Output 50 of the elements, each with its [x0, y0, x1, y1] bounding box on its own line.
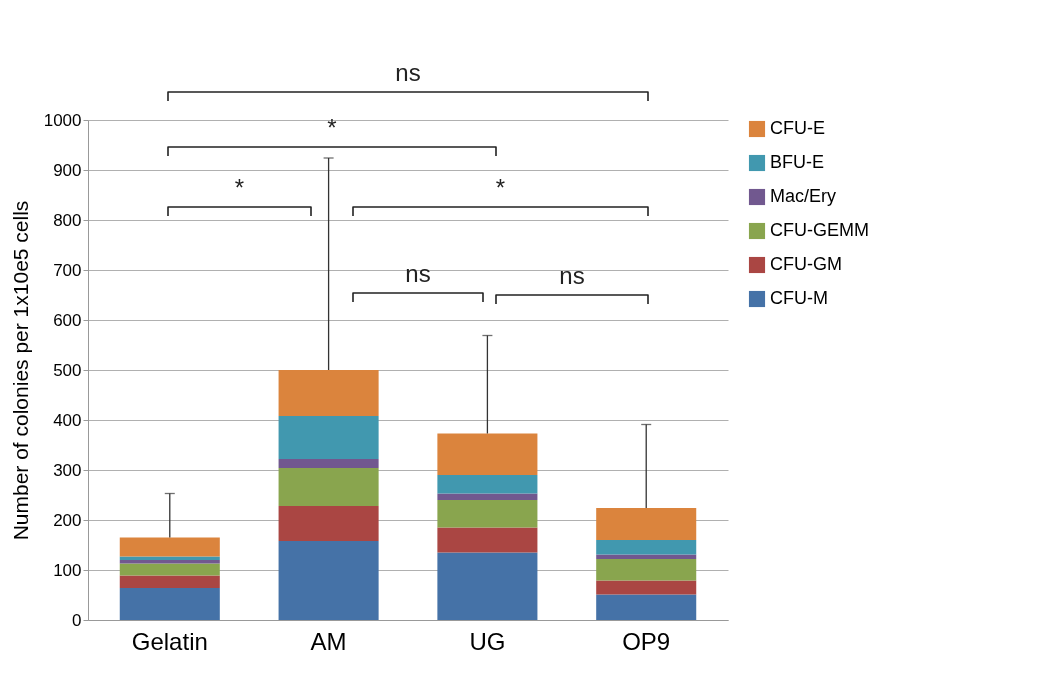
y-tick-label: 500: [53, 360, 82, 380]
bar: [437, 475, 538, 494]
bar: [596, 559, 697, 581]
bar: [596, 540, 697, 555]
y-axis-title: Number of colonies per 1x10e5 cells: [8, 200, 32, 541]
legend-label: CFU-GM: [770, 254, 842, 274]
x-tick-label: UG: [469, 627, 506, 655]
bar: [278, 370, 379, 416]
y-tick-label: 600: [53, 310, 82, 330]
legend-label: CFU-E: [770, 118, 825, 138]
bar: [596, 594, 697, 620]
bar: [278, 468, 379, 506]
annotation: ns: [559, 262, 585, 289]
legend-label: CFU-GEMM: [770, 220, 869, 240]
y-tick-label: 100: [53, 560, 82, 580]
x-tick-label: OP9: [622, 627, 671, 655]
legend-label: CFU-M: [770, 288, 828, 308]
legend-label: BFU-E: [770, 152, 824, 172]
bar: [119, 588, 220, 620]
text: ns: [395, 59, 421, 86]
y-tick-label: 900: [53, 160, 82, 180]
y-tick-label: 700: [53, 260, 82, 280]
bar: [437, 527, 538, 553]
bar: [278, 506, 379, 541]
bar: [278, 459, 379, 468]
bar: [278, 541, 379, 620]
annotation: *: [234, 174, 245, 201]
y-tick-label: 400: [53, 410, 82, 430]
bar: [437, 552, 538, 620]
bar: [119, 563, 220, 576]
x-tick-label: Gelatin: [131, 627, 208, 655]
y-tick-label: 200: [53, 510, 82, 530]
bar: [596, 508, 697, 540]
y-tick-label: 300: [53, 460, 82, 480]
annotation: *: [495, 174, 506, 201]
bar: [596, 580, 697, 595]
x-tick-label: AM: [310, 627, 347, 655]
annotation: ns: [405, 260, 431, 287]
bar: [119, 560, 220, 564]
bar: [437, 493, 538, 500]
bar: [278, 416, 379, 459]
bar: [437, 500, 538, 528]
y-tick-label: 800: [53, 210, 82, 230]
bar: [119, 537, 220, 557]
bar: [119, 575, 220, 588]
annotation: *: [327, 114, 337, 141]
y-tick-label: 1000: [43, 110, 82, 130]
bar: [437, 433, 538, 475]
legend-label: Mac/Ery: [770, 186, 837, 206]
y-tick-label: 0: [72, 610, 82, 630]
